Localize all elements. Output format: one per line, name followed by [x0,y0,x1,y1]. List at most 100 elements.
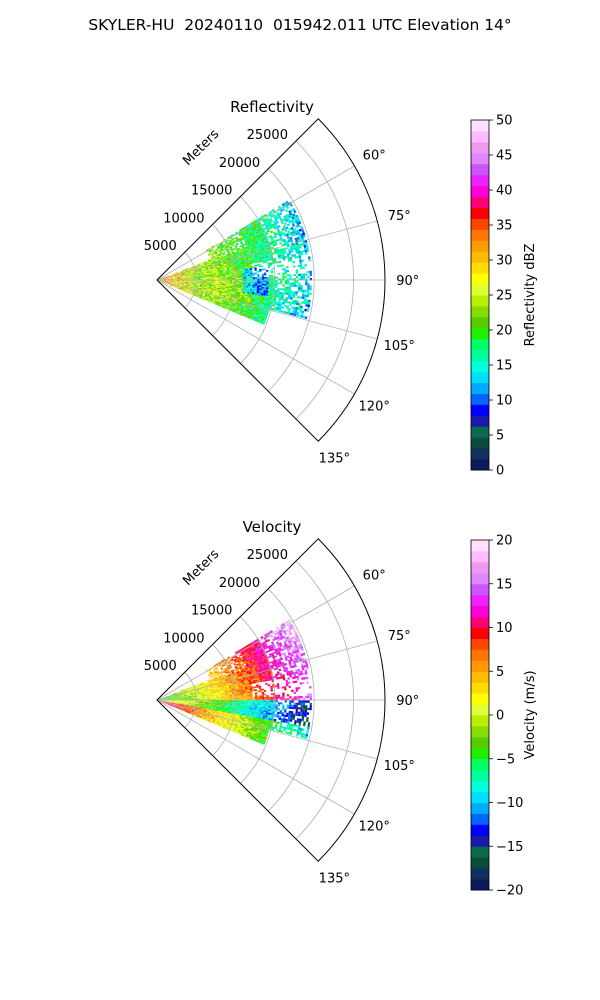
field-cell [197,284,200,286]
field-cell [211,693,214,695]
field-cell [199,692,203,694]
field-cell [213,718,216,721]
field-cell [247,291,250,294]
field-cell [177,282,180,283]
field-cell [197,705,200,707]
field-cell [260,260,263,263]
field-cell [220,701,224,703]
field-cell [215,289,218,291]
field-cell [285,296,289,300]
field-cell [232,248,236,251]
field-cell [223,716,226,718]
field-cell [182,709,185,711]
field-cell [177,275,180,277]
field-cell [224,265,227,268]
field-cell [187,290,190,292]
field-cell [191,292,194,294]
field-cell [229,717,233,720]
field-cell [217,258,220,261]
field-cell [200,278,203,280]
range-tick-label: 10000 [163,211,204,226]
field-cell [213,244,216,247]
field-cell [179,280,183,281]
field-cell [205,687,208,689]
field-cell [197,694,200,695]
field-cell [223,713,227,715]
field-cell [265,304,269,307]
field-cell [250,283,253,285]
field-cell [220,717,223,720]
field-cell [176,706,179,708]
field-cell [173,286,177,288]
field-cell [184,289,188,291]
field-cell [170,276,173,278]
field-cell [231,286,235,288]
field-cell [255,231,259,234]
field-cell [259,300,263,303]
field-cell [224,259,228,262]
field-cell [177,698,180,700]
field-cell [206,716,209,718]
field-cell [290,209,294,213]
field-cell [227,702,230,704]
field-cell [221,263,224,265]
field-cell [213,249,216,252]
field-cell [193,282,196,284]
field-cell [204,273,207,275]
field-cell [274,306,278,310]
field-cell [232,253,236,256]
field-cell [256,294,259,297]
field-cell [203,709,207,711]
field-cell [215,272,219,274]
field-cell [216,274,219,276]
field-cell [271,308,275,311]
field-cell [212,720,215,722]
field-cell [293,228,297,232]
field-cell [188,692,191,694]
field-cell [268,275,271,277]
field-cell [183,707,186,709]
field-cell [245,300,249,303]
field-cell [197,274,201,276]
field-cell [183,704,187,706]
field-cell [208,297,211,300]
field-cell [257,280,260,282]
field-cell [277,289,280,292]
field-cell [215,248,219,251]
field-cell [200,698,203,699]
field-cell [163,698,166,699]
field-cell [202,277,205,279]
field-cell [203,270,207,272]
field-cell [187,288,190,290]
field-cell [224,679,228,682]
field-cell [289,236,293,240]
field-cell [218,694,221,696]
field-cell [170,698,173,699]
field-cell [175,701,178,703]
field-cell [248,250,251,253]
field-cell [184,697,187,699]
field-cell [202,292,206,295]
field-cell [278,299,281,302]
field-cell [251,262,254,264]
field-cell [172,274,175,276]
field-cell [268,222,272,226]
field-cell [216,280,219,282]
field-cell [265,226,269,229]
field-cell [193,704,196,706]
field-cell [268,276,271,279]
field-cell [256,311,260,314]
field-cell [229,239,232,242]
field-cell [168,277,171,278]
field-cell [228,302,231,305]
field-cell [211,272,214,274]
field-cell [262,219,266,223]
field-cell [182,700,185,701]
field-cell [229,704,233,707]
field-cell [240,289,244,292]
field-cell [224,267,227,269]
field-cell [240,300,244,303]
field-cell [292,218,296,222]
field-cell [283,249,287,253]
field-cell [250,287,253,290]
